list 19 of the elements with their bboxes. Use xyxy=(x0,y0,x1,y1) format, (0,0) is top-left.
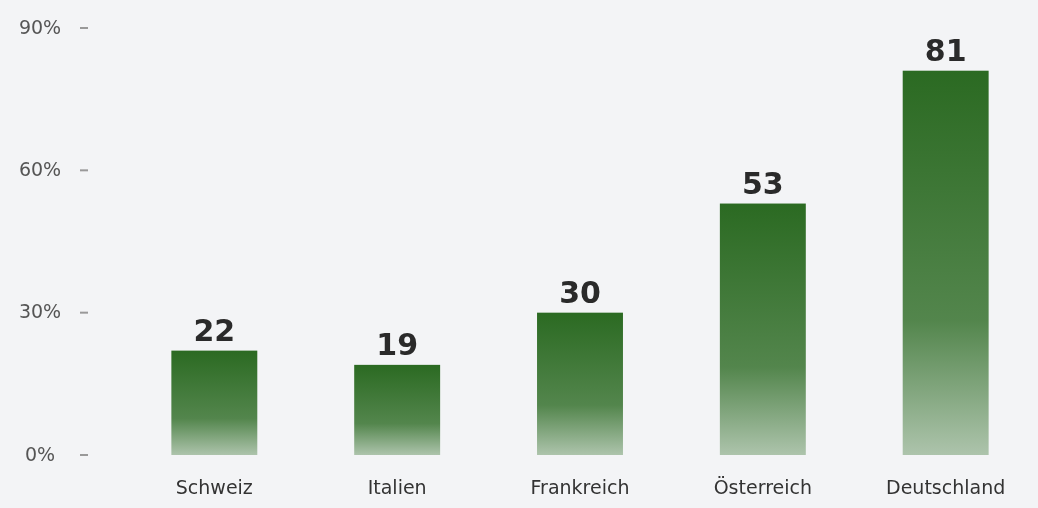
y-tick-label: 0% xyxy=(24,442,56,465)
x-tick-label: Österreich xyxy=(713,476,812,498)
data-label: 22 xyxy=(193,312,236,348)
data-label: 30 xyxy=(559,274,601,310)
bar xyxy=(171,350,258,455)
bar xyxy=(354,364,441,455)
bar xyxy=(537,312,623,455)
bar xyxy=(902,70,989,455)
bar xyxy=(719,203,806,455)
x-tick-label: Deutschland xyxy=(886,476,1006,498)
data-label: 53 xyxy=(741,165,784,201)
y-tick-label: 60% xyxy=(18,157,62,180)
x-tick-label: Italien xyxy=(367,476,427,498)
data-label: 81 xyxy=(924,32,967,68)
x-tick-label: Schweiz xyxy=(175,476,253,498)
data-label: 19 xyxy=(376,326,419,362)
x-tick-label: Frankreich xyxy=(530,476,630,498)
y-tick-label: 30% xyxy=(18,300,62,323)
y-tick-label: 90% xyxy=(18,15,62,38)
